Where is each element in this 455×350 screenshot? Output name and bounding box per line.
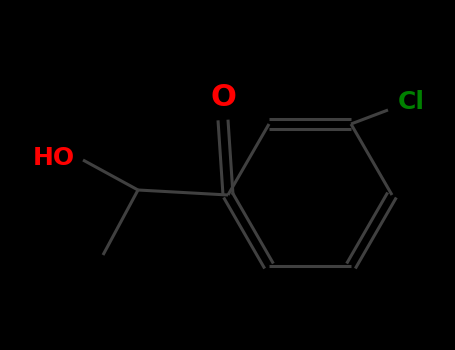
Text: O: O	[210, 83, 236, 112]
Text: HO: HO	[33, 146, 75, 170]
Text: Cl: Cl	[398, 90, 425, 114]
